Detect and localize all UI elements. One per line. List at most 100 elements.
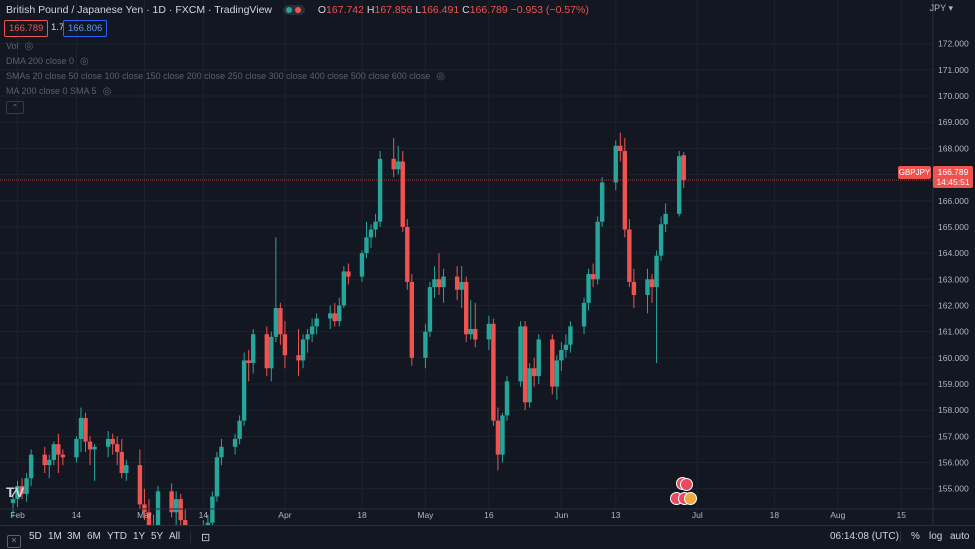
candle-body: [364, 237, 369, 254]
range-all[interactable]: All: [169, 531, 181, 542]
candle-body: [522, 326, 528, 403]
price-tick-label: 169.000: [938, 117, 969, 127]
candle: [105, 431, 111, 458]
symbol-title[interactable]: British Pound / Japanese Yen · 1D · FXCM…: [6, 4, 272, 16]
candle: [663, 203, 668, 233]
indicator-vol[interactable]: Vol ◎: [6, 41, 33, 52]
candle: [590, 263, 596, 288]
candle: [631, 268, 637, 309]
candle-body: [232, 438, 238, 447]
low-value: 166.491: [421, 4, 460, 16]
candle: [432, 266, 437, 298]
range-3m[interactable]: 3M: [67, 531, 81, 542]
candle: [527, 363, 532, 408]
range-1y[interactable]: 1Y: [133, 531, 146, 542]
price-tick-label: 162.000: [938, 300, 969, 310]
candle: [337, 297, 342, 327]
indicator-dma[interactable]: DMA 200 close 0 ◎: [6, 56, 89, 67]
indicator-smas[interactable]: SMAs 20 close 50 close 100 close 150 clo…: [6, 71, 445, 82]
candle-body: [618, 145, 623, 152]
time-tick-label: 18: [357, 510, 367, 520]
candle: [152, 514, 154, 525]
eye-icon[interactable]: ◎: [102, 86, 112, 97]
candle: [436, 253, 442, 295]
candle: [464, 276, 469, 343]
date-range-icon[interactable]: ⊡: [201, 532, 211, 544]
candle-body: [504, 381, 510, 416]
range-5d[interactable]: 5D: [29, 531, 42, 542]
price-chart[interactable]: 172.000171.000170.000169.000168.000167.0…: [0, 0, 975, 525]
auto-scale-button[interactable]: auto: [950, 531, 970, 542]
sell-price-button[interactable]: 166.789: [4, 20, 49, 37]
candle: [332, 302, 337, 327]
candle: [658, 216, 664, 261]
candle: [250, 329, 256, 374]
candle: [10, 493, 16, 518]
candle: [60, 449, 66, 466]
candle-body: [155, 491, 161, 525]
candle-body: [146, 512, 152, 525]
high-label: H: [366, 4, 375, 16]
candle-body: [531, 368, 537, 377]
candle: [51, 441, 56, 466]
eye-icon[interactable]: ◎: [436, 71, 445, 82]
candle-body: [42, 454, 47, 466]
time-tick-label: 14: [199, 510, 209, 520]
range-6m[interactable]: 6M: [87, 531, 101, 542]
time-tick-label: 15: [897, 510, 907, 520]
range-1m[interactable]: 1M: [48, 531, 62, 542]
market-status-toggle[interactable]: [282, 5, 305, 16]
range-5y[interactable]: 5Y: [151, 531, 164, 542]
candle: [56, 433, 61, 473]
log-scale-button[interactable]: log: [929, 531, 943, 542]
eye-icon[interactable]: ◎: [80, 56, 89, 67]
open-label: O: [317, 4, 327, 16]
candle: [47, 454, 52, 479]
candle-body: [28, 454, 34, 479]
timezone-clock[interactable]: 06:14:08 (UTC): [830, 531, 899, 542]
candle-body: [328, 313, 333, 319]
time-tick-label: Mar: [137, 510, 152, 520]
moon-icon[interactable]: [684, 492, 697, 505]
percent-scale-button[interactable]: %: [911, 531, 920, 542]
buy-price-button[interactable]: 166.806: [63, 20, 108, 37]
candle-body: [468, 329, 473, 335]
candle-body: [237, 420, 242, 439]
candle-body: [92, 446, 97, 450]
candle-body: [115, 444, 120, 453]
tradingview-logo-icon[interactable]: T⁄V: [6, 484, 24, 500]
price-axis: 172.000171.000170.000169.000168.000167.0…: [932, 0, 969, 525]
candle: [391, 137, 396, 178]
collapse-indicators-button[interactable]: ⌃: [6, 101, 24, 114]
candle-body: [337, 305, 342, 322]
candle-body: [210, 496, 215, 523]
eye-icon[interactable]: ◎: [24, 41, 34, 52]
candle: [202, 520, 204, 525]
candle-body: [178, 499, 183, 521]
flag-icon[interactable]: [680, 478, 693, 491]
candle-body: [300, 339, 306, 361]
candle-body: [400, 161, 405, 227]
candle: [246, 349, 251, 382]
candle-body: [87, 441, 93, 450]
candle-body: [246, 360, 251, 364]
indicator-label: Vol: [6, 41, 19, 51]
candle-body: [441, 276, 446, 288]
candle: [454, 266, 460, 301]
candle-body: [341, 271, 347, 306]
time-tick-label: Feb: [10, 510, 25, 520]
indicator-ma[interactable]: MA 200 close 0 SMA 5 ◎: [6, 86, 111, 97]
candle-body: [658, 224, 664, 256]
candle: [142, 488, 147, 521]
range-ytd[interactable]: YTD: [107, 531, 127, 542]
candle: [563, 334, 569, 358]
go-to-date-icon[interactable]: ✕: [7, 535, 21, 548]
time-tick-label: May: [417, 510, 434, 520]
grid-lines: [0, 0, 933, 510]
candle: [649, 274, 655, 303]
candle: [531, 357, 537, 387]
price-tick-label: 155.000: [938, 484, 969, 494]
currency-selector[interactable]: JPY ▾: [930, 3, 953, 14]
candle: [618, 132, 623, 162]
candle-body: [486, 323, 492, 340]
